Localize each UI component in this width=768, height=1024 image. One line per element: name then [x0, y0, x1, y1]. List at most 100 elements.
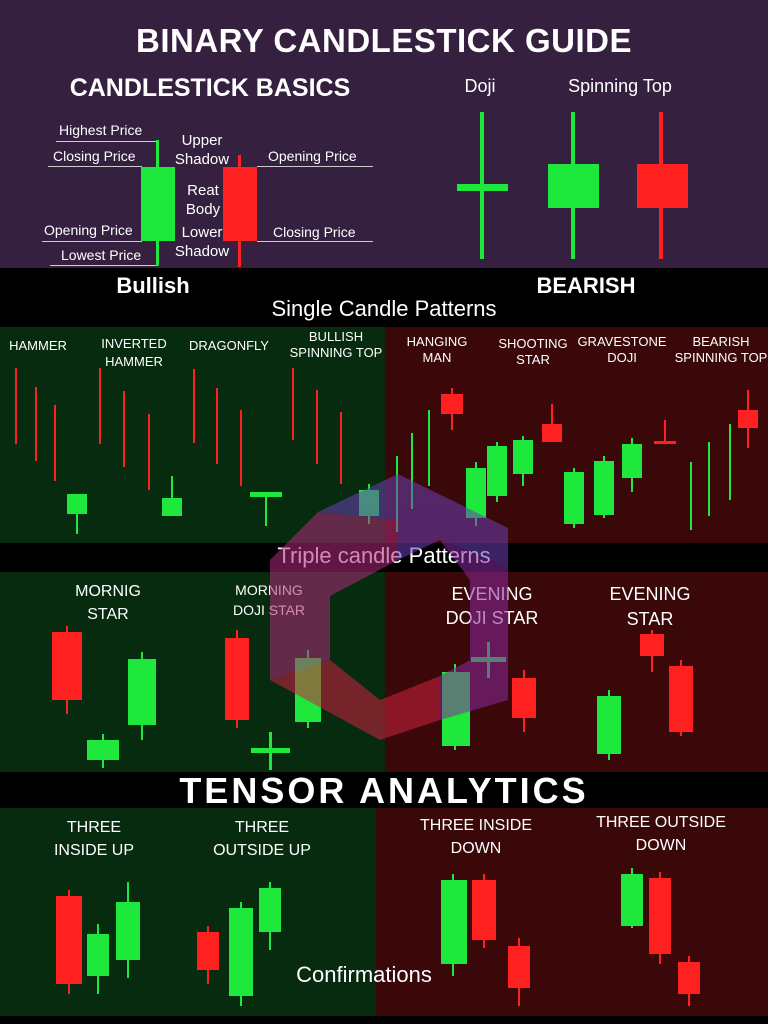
three-inside-down-c3-body: [508, 946, 530, 988]
hanging-man-body: [441, 394, 463, 414]
evening-star-c3-body: [669, 666, 693, 732]
uptrend-line: [729, 424, 731, 500]
three-outside-up-c3-body: [259, 888, 281, 932]
uptrend-line: [428, 410, 430, 486]
brand-name: TENSOR ANALYTICS: [179, 770, 589, 811]
uptrend-line: [411, 433, 413, 509]
inverted-hammer-body: [162, 498, 182, 516]
evening-doji-c2-body: [471, 657, 506, 662]
pattern-evening-doji-star: EVENING DOJI STAR: [445, 584, 539, 628]
pattern-bullish-spinning-top: BULLISH SPINNING TOP: [289, 329, 383, 360]
pattern-dragonfly: DRAGONFLY: [189, 338, 269, 353]
label-doji: Doji: [464, 76, 496, 96]
pattern-three-inside-down: THREE INSIDE DOWN: [419, 817, 532, 857]
label-real-body: Reat Body: [185, 182, 221, 218]
three-outside-down-c1-body: [621, 874, 643, 926]
pattern-three-outside-down: THREE OUTSIDE DOWN: [596, 814, 726, 854]
three-outside-up-c2-body: [229, 908, 253, 996]
downtrend-line: [292, 368, 294, 440]
gravestone-doji-body: [654, 441, 676, 444]
label-spinning-top: Spinning Top: [568, 76, 672, 96]
confirmations-label: Confirmations: [296, 962, 432, 987]
hammer-body: [67, 494, 87, 514]
three-inside-up-c1-body: [56, 896, 82, 984]
downtrend-line: [148, 414, 150, 490]
three-inside-down-c1-body: [441, 880, 467, 964]
label-bullish: Bullish: [116, 273, 190, 298]
label-bear-opening-price: Opening Price: [268, 148, 357, 164]
downtrend-line: [340, 412, 342, 484]
morning-doji-c2-body: [251, 748, 290, 753]
single-heading: Single Candle Patterns: [271, 296, 497, 321]
downtrend-line: [99, 368, 101, 444]
bearish-spinning-top-body: [738, 410, 758, 428]
three-inside-up-c3-body: [116, 902, 140, 960]
label-upper-shadow: Upper Shadow: [174, 132, 230, 168]
rising-candle-body: [487, 446, 507, 496]
pattern-shooting-star: SHOOTING STAR: [498, 336, 568, 367]
basics-panel: [0, 0, 768, 268]
three-outside-down-c2-body: [649, 878, 671, 954]
line-opening: [42, 241, 142, 242]
evening-star-c1-body: [597, 696, 621, 754]
pattern-gravestone-doji: GRAVESTONE DOJI: [577, 334, 667, 365]
label-highest-price: Highest Price: [59, 122, 143, 138]
line-lowest: [50, 265, 156, 266]
morning-star-c1-body: [52, 632, 82, 700]
downtrend-line: [35, 387, 37, 461]
evening-doji-c3-body: [512, 678, 536, 718]
downtrend-line: [123, 391, 125, 467]
line-bear-opening: [257, 166, 373, 167]
downtrend-line: [216, 388, 218, 464]
morning-doji-c1-body: [225, 638, 249, 720]
pattern-hammer: HAMMER: [9, 338, 67, 353]
morning-star-c3-body: [128, 659, 156, 725]
rising-candle-body: [466, 468, 486, 518]
rising-candle-body: [594, 461, 614, 515]
label-lower-shadow: Lower Shadow: [174, 224, 230, 260]
morning-star-c2-body: [87, 740, 119, 760]
page-title: BINARY CANDLESTICK GUIDE: [135, 22, 633, 59]
pattern-hanging-man: HANGING MAN: [406, 334, 468, 365]
downtrend-line: [54, 405, 56, 481]
label-lowest-price: Lowest Price: [61, 247, 142, 263]
pattern-evening-star: EVENING STAR: [609, 584, 691, 629]
pattern-morning-doji-star: MORNING DOJI STAR: [232, 582, 306, 618]
gravestone-doji-wick: [664, 420, 666, 444]
rising-candle-body: [513, 440, 533, 474]
pattern-morning-star: MORNIG STAR: [75, 583, 141, 623]
label-bear-closing-price: Closing Price: [273, 224, 356, 240]
line-highest: [56, 141, 156, 142]
three-inside-up-c2-body: [87, 934, 109, 976]
shooting-star-body: [542, 424, 562, 442]
label-closing-price: Closing Price: [53, 148, 136, 164]
morning-doji-c3-body: [295, 658, 321, 722]
three-outside-down-c3-body: [678, 962, 700, 994]
rising-candle-body: [622, 444, 642, 478]
pattern-three-outside-up: THREE OUTSIDE UP: [213, 819, 311, 859]
uptrend-line: [396, 456, 398, 532]
evening-star-c2-body: [640, 634, 664, 656]
shooting-star-wick: [551, 404, 553, 442]
basics-heading: CANDLESTICK BASICS: [69, 74, 351, 102]
evening-doji-c1-body: [442, 672, 470, 746]
doji-body: [457, 184, 508, 191]
line-closing: [48, 166, 142, 167]
uptrend-line: [708, 442, 710, 516]
bear-diagram-body: [223, 167, 257, 241]
bull-diagram-body: [141, 167, 175, 241]
bullish-spinning-top-body: [359, 490, 379, 516]
dragonfly-body: [250, 492, 282, 497]
pattern-three-inside-up: THREE INSIDE UP: [53, 819, 134, 859]
dragonfly-wick: [265, 492, 267, 526]
pattern-bearish-spinning-top: BEARISH SPINNING TOP: [674, 334, 768, 365]
downtrend-line: [240, 410, 242, 486]
rising-candle-body: [564, 472, 584, 524]
downtrend-line: [193, 369, 195, 443]
spinning-top-bear-body: [637, 164, 688, 208]
inverted-hammer-wick: [171, 476, 173, 516]
spinning-top-bull-body: [548, 164, 599, 208]
three-outside-up-c1-body: [197, 932, 219, 970]
pattern-inverted-hammer: INVERTED HAMMER: [101, 336, 167, 369]
